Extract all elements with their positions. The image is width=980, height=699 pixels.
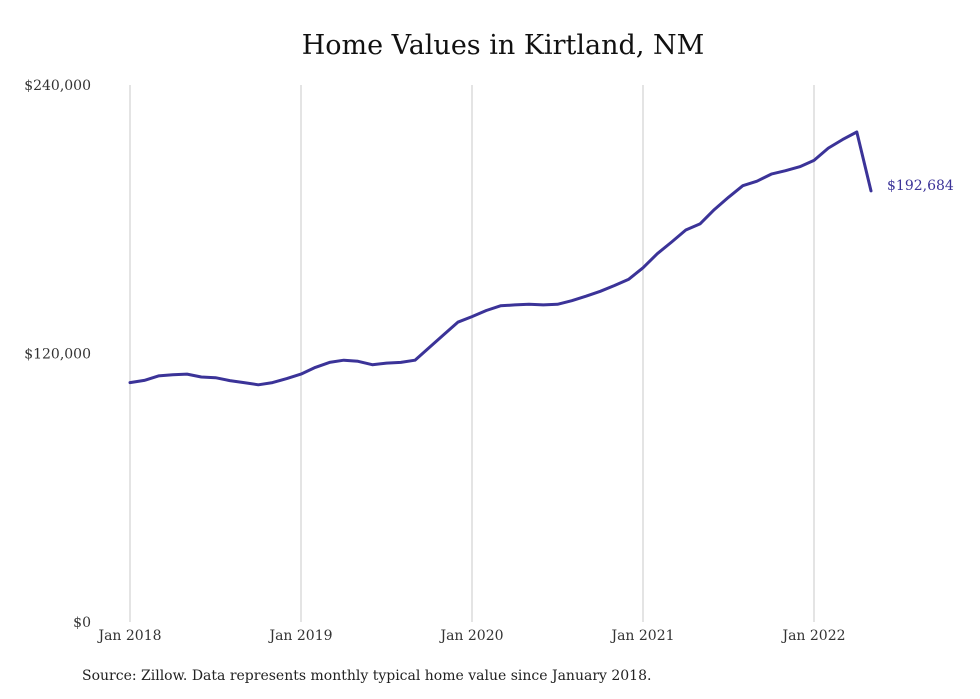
grid-lines <box>129 85 815 622</box>
series-line-path <box>128 130 873 387</box>
end-value-label: $192,684 <box>887 178 954 194</box>
x-tick-label: Jan 2020 <box>438 628 503 644</box>
series-line <box>128 130 873 387</box>
y-tick-label: $0 <box>73 615 91 631</box>
chart-title: Home Values in Kirtland, NM <box>301 30 705 61</box>
x-axis-ticks: Jan 2018 Jan 2019 Jan 2020 Jan 2021 Jan 2022 <box>96 628 845 644</box>
y-tick-label: $120,000 <box>24 347 91 363</box>
end-value-label-group: $192,684 <box>887 178 954 194</box>
x-tick-label: Jan 2021 <box>609 628 674 644</box>
x-tick-label: Jan 2019 <box>267 628 332 644</box>
x-tick-label: Jan 2022 <box>780 628 845 644</box>
x-tick-label: Jan 2018 <box>96 628 161 644</box>
source-note: Source: Zillow. Data represents monthly … <box>82 668 652 684</box>
y-axis-ticks: $0 $120,000 $240,000 <box>24 78 91 631</box>
y-tick-label: $240,000 <box>24 78 91 94</box>
